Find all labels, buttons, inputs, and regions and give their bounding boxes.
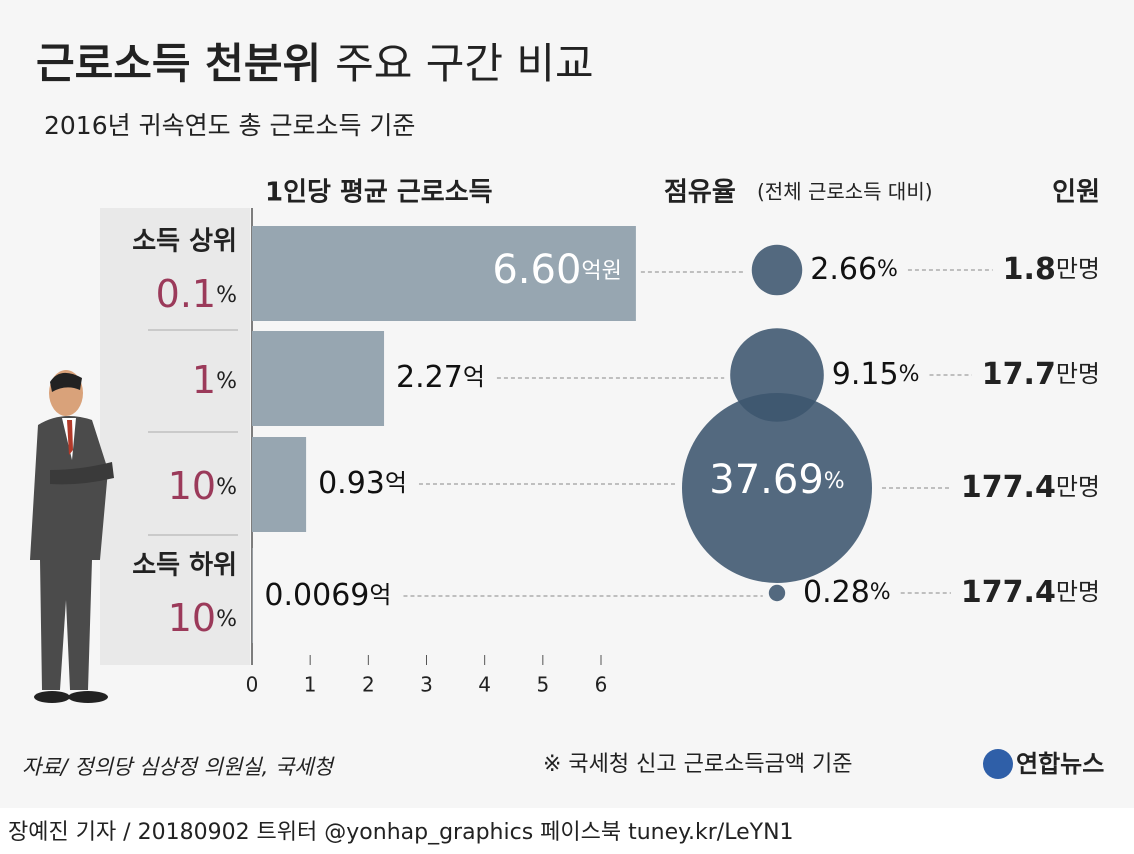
pct-unit: %	[216, 607, 237, 632]
pct-unit: %	[216, 369, 237, 394]
pct-number: 1	[192, 358, 216, 402]
pct-number: 10	[168, 464, 216, 508]
category-pct: 1%	[192, 358, 237, 402]
note: ※ 국세청 신고 근로소득금액 기준	[543, 752, 853, 777]
people-label: 177.4만명	[961, 575, 1100, 610]
people-unit: 만명	[1056, 360, 1100, 388]
share-label: 9.15%	[832, 357, 920, 392]
value-unit: 억원	[581, 259, 621, 284]
value-label: 6.60억원	[492, 247, 622, 293]
value-number: 0.93	[318, 466, 385, 501]
person-illustration	[30, 370, 114, 703]
x-tick-label: 4	[478, 673, 491, 697]
category-pct: 10%	[168, 596, 237, 640]
share-number: 37.69	[709, 457, 824, 503]
share-note: (전체 근로소득 대비)	[757, 180, 933, 204]
logo: 연합뉴스	[1016, 750, 1104, 778]
value-label: 2.27억	[396, 360, 485, 395]
logo-icon	[983, 749, 1013, 779]
title-bold: 근로소득 천분위	[36, 39, 321, 88]
value-number: 2.27	[396, 360, 463, 395]
category-group: 소득 상위	[132, 227, 237, 257]
people-label: 17.7만명	[982, 357, 1100, 392]
title-rest: 주요 구간 비교	[335, 39, 594, 88]
share-label: 2.66%	[810, 252, 898, 287]
chart-title: 근로소득 천분위 주요 구간 비교	[36, 39, 594, 88]
value-label: 0.93억	[318, 466, 407, 501]
value-unit: 억	[385, 469, 407, 497]
share-unit: %	[877, 257, 898, 282]
category-pct: 10%	[168, 464, 237, 508]
income-header: 1인당 평균 근로소득	[265, 178, 493, 208]
people-label: 1.8만명	[1003, 252, 1100, 287]
people-unit: 만명	[1056, 578, 1100, 606]
bar	[252, 331, 385, 426]
value-unit: 억	[369, 581, 391, 609]
x-tick-label: 0	[246, 673, 259, 697]
value-unit: 억	[463, 363, 485, 391]
share-label: 37.69%	[709, 457, 844, 503]
pct-number: 10	[168, 596, 216, 640]
share-label: 0.28%	[803, 575, 891, 610]
pct-unit: %	[216, 283, 237, 308]
subtitle: 2016년 귀속연도 총 근로소득 기준	[44, 111, 415, 140]
pct-unit: %	[216, 475, 237, 500]
x-tick-label: 2	[362, 673, 375, 697]
category-pct: 0.1%	[156, 272, 237, 316]
share-unit: %	[870, 580, 891, 605]
byline: 장예진 기자 / 20180902 트위터 @yonhap_graphics 페…	[8, 820, 794, 845]
x-tick-label: 1	[304, 673, 317, 697]
pct-number: 0.1	[156, 272, 216, 316]
x-tick-label: 6	[595, 673, 608, 697]
people-unit: 만명	[1056, 255, 1100, 283]
people-number: 177.4	[961, 575, 1056, 610]
people-header: 인원	[1052, 178, 1100, 208]
x-tick-label: 5	[536, 673, 549, 697]
share-bubble	[682, 393, 872, 583]
people-label: 177.4만명	[961, 470, 1100, 505]
share-number: 2.66	[810, 252, 877, 287]
category-group: 소득 하위	[132, 551, 237, 581]
share-header: 점유율	[664, 178, 736, 208]
share-number: 0.28	[803, 575, 870, 610]
share-unit: %	[824, 469, 845, 494]
source: 자료/ 정의당 심상정 의원실, 국세청	[22, 755, 336, 779]
people-unit: 만명	[1056, 473, 1100, 501]
share-unit: %	[899, 362, 920, 387]
bar	[252, 226, 636, 321]
bar	[252, 437, 307, 532]
people-number: 177.4	[961, 470, 1056, 505]
x-tick-label: 3	[420, 673, 433, 697]
value-number: 6.60	[492, 247, 581, 293]
share-bubble	[751, 244, 803, 296]
share-bubble	[768, 584, 786, 602]
people-number: 1.8	[1003, 252, 1056, 287]
people-number: 17.7	[982, 357, 1056, 392]
value-number: 0.0069	[264, 578, 369, 613]
value-label: 0.0069억	[264, 578, 391, 613]
share-number: 9.15	[832, 357, 899, 392]
category-panel	[100, 208, 250, 665]
